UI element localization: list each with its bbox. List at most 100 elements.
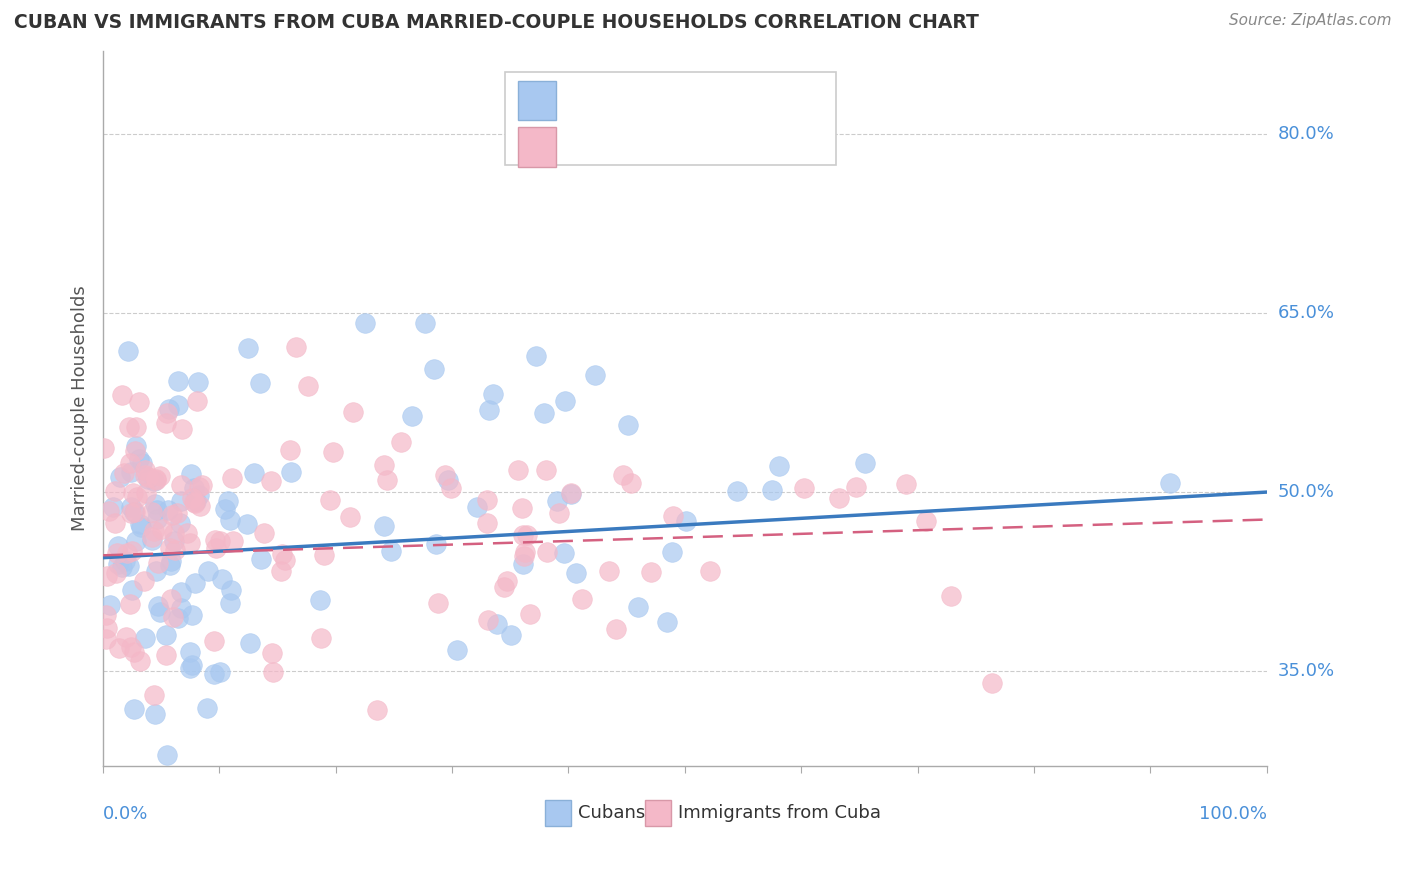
Text: CUBAN VS IMMIGRANTS FROM CUBA MARRIED-COUPLE HOUSEHOLDS CORRELATION CHART: CUBAN VS IMMIGRANTS FROM CUBA MARRIED-CO…	[14, 13, 979, 32]
Point	[145, 512, 167, 526]
Point	[135, 486, 157, 500]
Point	[427, 596, 450, 610]
Point	[339, 509, 361, 524]
Point	[260, 475, 283, 489]
Point	[103, 483, 125, 498]
Point	[853, 456, 876, 470]
FancyBboxPatch shape	[546, 800, 571, 826]
Point	[187, 375, 209, 389]
Point	[446, 643, 468, 657]
Point	[181, 491, 204, 506]
Point	[159, 541, 181, 555]
FancyBboxPatch shape	[645, 800, 671, 826]
Point	[120, 456, 142, 470]
Point	[190, 477, 212, 491]
Point	[163, 526, 186, 541]
Point	[202, 667, 225, 681]
Point	[188, 499, 211, 513]
Point	[141, 505, 163, 519]
Text: 50.0%: 50.0%	[1278, 483, 1334, 501]
Point	[661, 545, 683, 559]
Point	[142, 688, 165, 702]
Point	[262, 646, 284, 660]
FancyBboxPatch shape	[519, 128, 555, 167]
Point	[134, 632, 156, 646]
Point	[183, 495, 205, 509]
Point	[150, 522, 173, 536]
Point	[768, 459, 790, 474]
Point	[236, 516, 259, 531]
Point	[617, 417, 640, 432]
Point	[475, 516, 498, 531]
Point	[120, 640, 142, 655]
Point	[120, 597, 142, 611]
Point	[477, 614, 499, 628]
Point	[492, 580, 515, 594]
Point	[571, 592, 593, 607]
Point	[170, 585, 193, 599]
Point	[478, 403, 501, 417]
Text: 100.0%: 100.0%	[1198, 805, 1267, 823]
Point	[526, 349, 548, 363]
Point	[160, 508, 183, 523]
Point	[120, 506, 142, 520]
Text: 35.0%: 35.0%	[1278, 662, 1334, 680]
Point	[107, 557, 129, 571]
Point	[475, 493, 498, 508]
Point	[167, 398, 190, 412]
Point	[134, 463, 156, 477]
Point	[181, 657, 204, 672]
Point	[166, 611, 188, 625]
Point	[134, 467, 156, 482]
Point	[546, 494, 568, 508]
Point	[655, 615, 678, 629]
Point	[120, 465, 142, 479]
Point	[354, 316, 377, 330]
Point	[125, 419, 148, 434]
Point	[163, 533, 186, 548]
Point	[118, 420, 141, 434]
Point	[125, 439, 148, 453]
Point	[547, 506, 569, 520]
Point	[553, 546, 575, 560]
Point	[249, 552, 271, 566]
Point	[389, 434, 412, 449]
Point	[184, 575, 207, 590]
Point	[179, 535, 201, 549]
Point	[425, 537, 447, 551]
Point	[145, 503, 167, 517]
Text: Cubans: Cubans	[578, 804, 645, 822]
Point	[914, 514, 936, 528]
Point	[560, 487, 582, 501]
Point	[118, 558, 141, 573]
Point	[434, 468, 457, 483]
Point	[209, 534, 232, 549]
Point	[107, 539, 129, 553]
Point	[204, 541, 226, 556]
Point	[640, 566, 662, 580]
Point	[114, 630, 136, 644]
Point	[423, 361, 446, 376]
Point	[122, 504, 145, 518]
Point	[512, 528, 534, 542]
Point	[184, 493, 207, 508]
Point	[145, 564, 167, 578]
Point	[536, 544, 558, 558]
Point	[554, 394, 576, 409]
Point	[125, 533, 148, 548]
Point	[143, 474, 166, 488]
Point	[157, 401, 180, 416]
Point	[565, 566, 588, 581]
FancyBboxPatch shape	[505, 72, 837, 165]
Point	[170, 477, 193, 491]
Point	[128, 517, 150, 532]
Point	[560, 486, 582, 500]
Point	[605, 622, 627, 636]
Text: Immigrants from Cuba: Immigrants from Cuba	[678, 804, 880, 822]
Point	[342, 405, 364, 419]
Point	[219, 596, 242, 610]
Point	[243, 466, 266, 480]
Point	[146, 599, 169, 614]
Point	[117, 344, 139, 359]
Point	[197, 700, 219, 714]
